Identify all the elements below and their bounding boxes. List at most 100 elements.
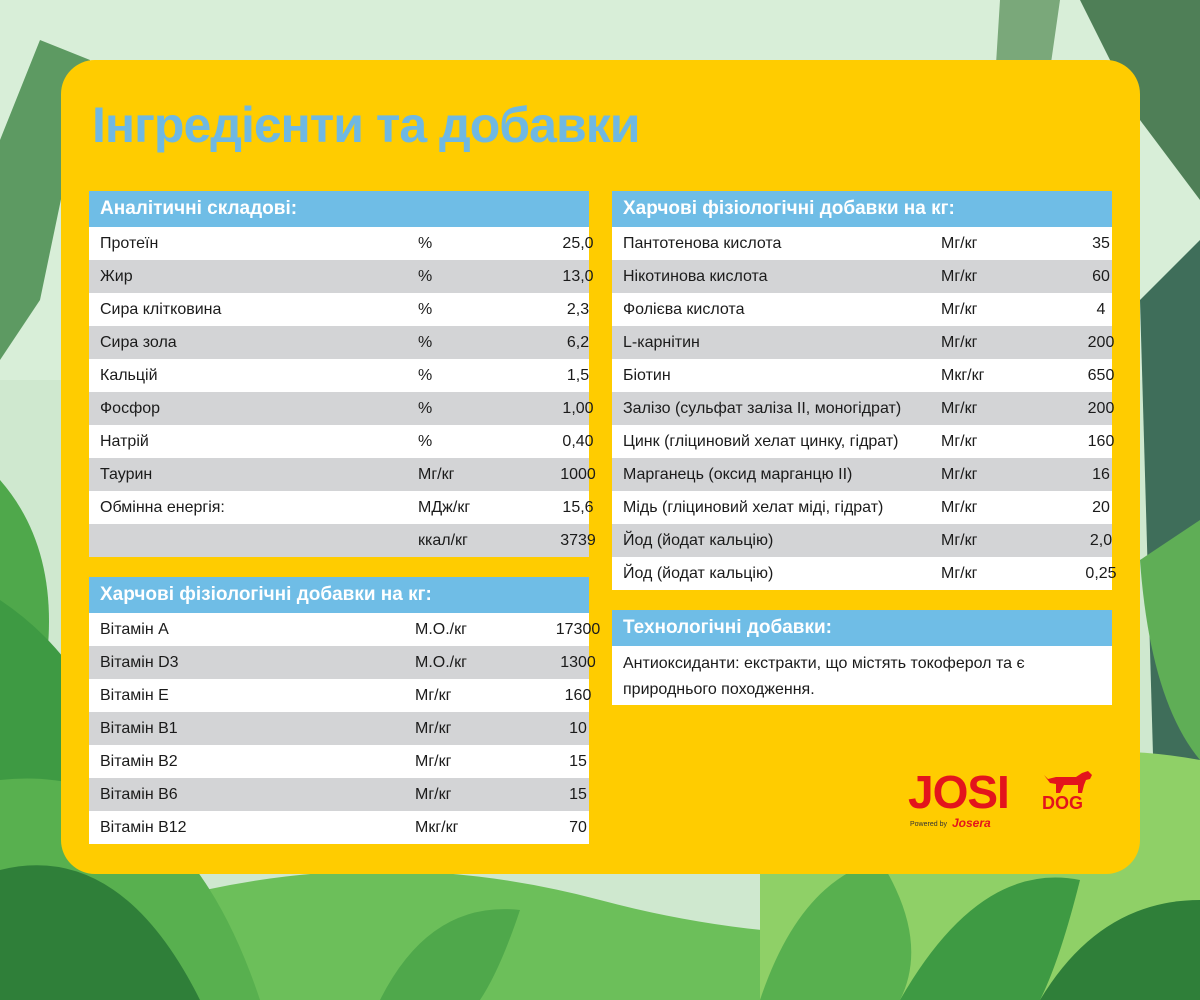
row-unit: Мг/кг — [415, 786, 452, 803]
row-name-main: Сира клітковина — [100, 301, 222, 318]
table-row: Сира клітковина% 2,3 — [89, 293, 589, 326]
row-note: (оксид марганцю II) — [708, 466, 853, 483]
row-unit: Мг/кг — [941, 532, 978, 549]
row-value: 1,00 — [562, 400, 594, 417]
row-name-main: Вітамін D3 — [100, 654, 179, 671]
row-name: Фосфор — [100, 392, 160, 425]
row-unit: Мкг/кг — [415, 819, 459, 836]
row-name-main: Пантотенова кислота — [623, 235, 782, 252]
vitamins-rows: Вітамін A М.О./кг 17300 Вітамін D3 М.О./кг 13… — [89, 613, 600, 844]
row-value: 160 — [564, 687, 592, 704]
row-unit: Мг/кг — [941, 301, 978, 318]
row-value: 160 — [1087, 433, 1115, 450]
row-value: 2,3 — [566, 301, 590, 318]
row-name-main: Фосфор — [100, 400, 161, 417]
row-name-main: Протеїн — [100, 235, 159, 252]
row-value: 1000 — [560, 466, 596, 483]
row-name: Вітамін B6 — [100, 778, 178, 811]
row-name: Вітамін D3 — [100, 646, 179, 679]
table-row: Нікотинова кислота Мг/кг 60 — [612, 260, 1112, 293]
row-unit: % — [418, 367, 433, 384]
table-row: Таурин Мг/кг 1000 — [89, 458, 596, 491]
row-name: Цинк (гліциновий хелат цинку, гідрат) — [623, 425, 899, 458]
row-value: 13,0 — [562, 268, 594, 285]
row-name: Натрій — [100, 425, 149, 458]
logo-josi-text: JOSI — [908, 766, 1010, 818]
table-row: Обмінна енергія: МДж/кг 15,6 — [89, 491, 594, 524]
table-row: Протеїн% 25,0 — [89, 227, 594, 260]
table-row: Вітамін B12 Мкг/кг 70 — [89, 811, 589, 844]
row-name-main: Кальцій — [100, 367, 158, 384]
table-row: Вітамін A М.О./кг 17300 — [89, 613, 600, 646]
row-value: 15 — [569, 753, 587, 770]
row-name: Протеїн — [100, 227, 158, 260]
row-unit: % — [418, 301, 433, 318]
tech-text: Антиоксиданти: екстракти, що містять ток… — [612, 646, 1112, 705]
row-name: Марганець (оксид марганцю II) — [623, 458, 852, 491]
row-name-main: Вітамін E — [100, 687, 169, 704]
row-unit: Мг/кг — [941, 466, 978, 483]
table-row: Кальцій% 1,5 — [89, 359, 589, 392]
row-name: Вітамін A — [100, 613, 169, 646]
row-value: 1300 — [560, 654, 596, 671]
vitamins-table: Харчові фізіологічні добавки на кг: Віта… — [89, 577, 600, 844]
row-value: 200 — [1087, 400, 1115, 417]
table-row: Марганець (оксид марганцю II) Мг/кг 16 — [612, 458, 1112, 491]
row-value: 25,0 — [562, 235, 594, 252]
row-name: Залізо (сульфат заліза II, моногідрат) — [623, 392, 901, 425]
row-name: Сира зола — [100, 326, 177, 359]
row-unit: Мг/кг — [941, 334, 978, 351]
row-unit: М.О./кг — [415, 621, 467, 638]
table-row: Цинк (гліциновий хелат цинку, гідрат) Мг/… — [612, 425, 1114, 458]
row-value: 15,6 — [562, 499, 594, 516]
row-name: L-карнітин — [623, 326, 700, 359]
row-name-main: Фолієва кислота — [623, 301, 745, 318]
row-unit: М.О./кг — [415, 654, 467, 671]
dog-icon — [1044, 771, 1092, 793]
row-name: Йод (йодат кальцію) — [623, 557, 773, 590]
row-unit: Мг/кг — [415, 687, 452, 704]
row-note: (гліциновий хелат міді, гідрат) — [662, 499, 884, 516]
additives-rows: Пантотенова кислота Мг/кг 35 Нікотинова ки… — [612, 227, 1117, 590]
row-unit: Мг/кг — [941, 565, 978, 582]
row-name: Сира клітковина — [100, 293, 221, 326]
josidog-logo: JOSI DOG Powered by Josera — [908, 767, 1094, 833]
row-value: 17300 — [555, 621, 601, 638]
row-value: 4 — [1096, 301, 1106, 318]
row-name: Обмінна енергія: — [100, 491, 225, 524]
table-row: Вітамін E Мг/кг 160 — [89, 679, 591, 712]
row-value: 3739 — [560, 532, 596, 549]
table-row: Вітамін B6 Мг/кг 15 — [89, 778, 589, 811]
row-name: Фолієва кислота — [623, 293, 744, 326]
row-name-main: Вітамін B2 — [100, 753, 178, 770]
table-row: Фосфор% 1,00 — [89, 392, 594, 425]
row-unit: Мг/кг — [941, 499, 978, 516]
row-name-main: Жир — [100, 268, 133, 285]
row-value: 16 — [1092, 466, 1110, 483]
row-unit: Мг/кг — [941, 268, 978, 285]
table-row: L-карнітин Мг/кг 200 — [612, 326, 1114, 359]
row-value: 0,40 — [562, 433, 594, 450]
table-row: Жир% 13,0 — [89, 260, 594, 293]
table-row: Вітамін D3 М.О./кг 1300 — [89, 646, 596, 679]
row-name: Нікотинова кислота — [623, 260, 768, 293]
analytical-rows: Протеїн% 25,0 Жир% 13,0 Сира клітковина% 2,3 С… — [89, 227, 596, 557]
table-row: Сира зола% 6,2 — [89, 326, 589, 359]
row-name-main: Вітамін B1 — [100, 720, 178, 737]
row-unit: Мг/кг — [415, 720, 452, 737]
row-unit: ккал/кг — [418, 532, 468, 549]
row-name-main: Обмінна енергія: — [100, 499, 225, 516]
table-row: Йод (йодат кальцію) Мг/кг 2,0 — [612, 524, 1112, 557]
row-name: Вітамін E — [100, 679, 169, 712]
row-unit: Мг/кг — [941, 433, 978, 450]
row-name-main: Залізо — [623, 400, 671, 417]
row-value: 1,5 — [566, 367, 590, 384]
row-value: 35 — [1092, 235, 1110, 252]
row-name-main: Нікотинова кислота — [623, 268, 768, 285]
logo-powered-text: Powered by — [910, 821, 947, 828]
row-name: Вітамін B1 — [100, 712, 178, 745]
row-name: Таурин — [100, 458, 152, 491]
row-name-main: Сира зола — [100, 334, 177, 351]
row-unit: % — [418, 433, 433, 450]
row-value: 200 — [1087, 334, 1115, 351]
